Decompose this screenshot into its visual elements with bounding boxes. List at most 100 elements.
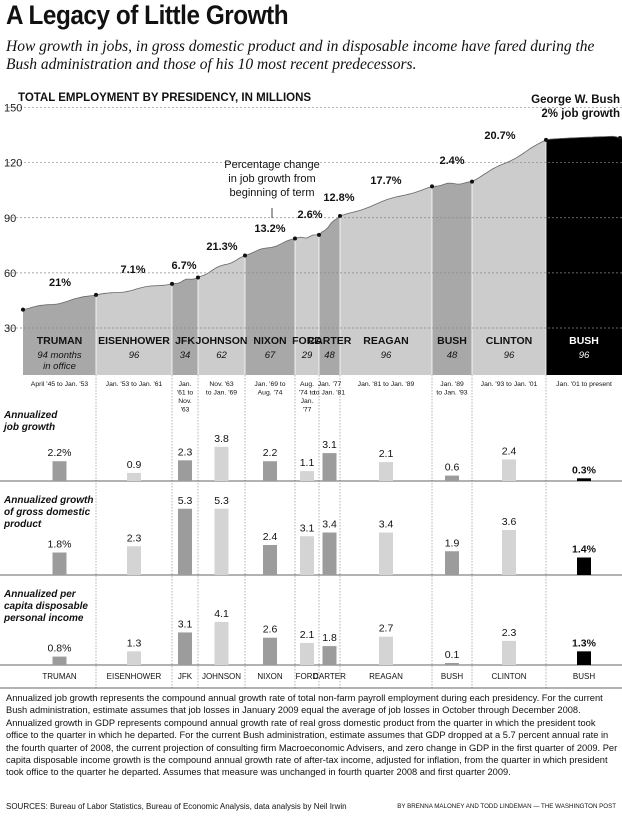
- president-name: JFK: [175, 335, 195, 347]
- term-dates: '74 to: [299, 390, 316, 397]
- term-start-dot: [317, 232, 321, 237]
- callout-name: George W. Bush: [531, 94, 620, 106]
- bar-value-label: 1.8%: [48, 539, 72, 551]
- bar: [214, 508, 229, 575]
- bar-value-label: 3.1: [322, 439, 337, 451]
- sources-line: SOURCES: Bureau of Labor Statistics, Bur…: [6, 802, 347, 811]
- bar-value-label: 1.4%: [572, 544, 597, 556]
- y-tick-label: 30: [4, 323, 16, 335]
- bar: [379, 532, 393, 575]
- bar: [577, 478, 591, 481]
- bar: [502, 459, 516, 481]
- bar: [300, 471, 314, 481]
- subhead: How growth in jobs, in gross domestic pr…: [6, 38, 595, 73]
- pct-label: 6.7%: [171, 260, 196, 272]
- annotation-line: beginning of term: [230, 187, 315, 199]
- bar-value-label: 0.3%: [572, 464, 597, 476]
- term-dates: Jan.: [301, 398, 314, 405]
- bar: [577, 557, 591, 575]
- term-dates: Jan. '81 to Jan. '89: [358, 381, 415, 388]
- bar: [263, 637, 277, 665]
- term-dates: Nov.: [178, 398, 192, 405]
- bar-value-label: 5.3: [178, 495, 193, 507]
- term-dates: Aug.: [300, 381, 314, 388]
- bar: [127, 651, 141, 665]
- employment-line: [22, 135, 622, 310]
- bar-value-label: 3.1: [178, 618, 193, 630]
- bar-value-label: 2.2%: [48, 447, 72, 459]
- president-months: 34: [180, 350, 191, 361]
- bar-value-label: 1.8: [322, 632, 337, 644]
- bar-value-label: 3.4: [322, 519, 337, 531]
- bar: [379, 636, 393, 665]
- bar: [214, 446, 229, 481]
- president-months: 94 months: [37, 350, 82, 361]
- president-months: 96: [504, 350, 515, 361]
- category-label: TRUMAN: [42, 672, 76, 681]
- panel-title: Annualized per: [3, 589, 77, 600]
- president-name: TRUMAN: [37, 335, 83, 347]
- president-months: 48: [447, 350, 458, 361]
- panel-title: product: [3, 519, 42, 530]
- bar-value-label: 1.1: [300, 457, 315, 469]
- y-tick-label: 60: [4, 268, 16, 280]
- bar-value-label: 3.4: [379, 519, 394, 531]
- panel-title: personal income: [3, 613, 84, 624]
- bar-value-label: 3.8: [214, 433, 229, 445]
- bar-value-label: 2.7: [379, 623, 394, 635]
- term-dates: '63: [181, 407, 190, 414]
- bar: [300, 642, 314, 665]
- bar: [263, 461, 277, 481]
- chart-title: TOTAL EMPLOYMENT BY PRESIDENCY, IN MILLI…: [18, 92, 311, 104]
- category-label: JFK: [178, 672, 193, 681]
- category-label: FORD: [296, 672, 319, 681]
- category-label: BUSH: [441, 672, 463, 681]
- bar: [502, 640, 516, 665]
- term-start-dot: [243, 253, 247, 258]
- term-dates: April '45 to Jan. '53: [31, 381, 89, 388]
- bar: [127, 546, 141, 575]
- president-months: 96: [129, 350, 140, 361]
- president-name: CLINTON: [486, 335, 532, 347]
- president-name: REAGAN: [363, 335, 409, 347]
- bar-value-label: 3.1: [300, 522, 315, 534]
- bar: [379, 462, 393, 481]
- term-dates: Jan. '89: [440, 381, 464, 388]
- term-dates: Jan.: [179, 381, 192, 388]
- bar: [322, 646, 337, 665]
- bar: [502, 530, 516, 575]
- category-label: JOHNSON: [202, 672, 241, 681]
- term-area-eisenhower: [96, 283, 172, 375]
- panel-title: capita disposable: [4, 601, 88, 612]
- pct-label: 17.7%: [370, 175, 401, 187]
- president-name: BUSH: [437, 335, 467, 347]
- annotation-line: Percentage change: [224, 159, 319, 171]
- pct-label: 7.1%: [120, 264, 145, 276]
- term-area-johnson: [198, 255, 245, 375]
- president-months: 29: [301, 350, 313, 361]
- bar: [445, 663, 459, 665]
- bar: [52, 656, 67, 665]
- president-months: 62: [216, 350, 227, 361]
- category-label: CARTER: [313, 672, 346, 681]
- bar: [445, 475, 459, 481]
- panel-title: of gross domestic: [4, 507, 91, 518]
- category-label: REAGAN: [369, 672, 403, 681]
- bar: [263, 545, 277, 575]
- pct-label: 21.3%: [206, 241, 237, 253]
- term-start-dot: [618, 135, 622, 140]
- term-dates: Nov. '63: [209, 381, 233, 388]
- pct-label: 20.7%: [484, 130, 515, 142]
- y-tick-label: 90: [4, 213, 16, 225]
- bar-value-label: 2.3: [178, 446, 193, 458]
- term-dates: Jan. '01 to present: [556, 381, 612, 388]
- bar-value-label: 0.6: [445, 462, 460, 474]
- annotation-line: in job growth from: [228, 173, 315, 185]
- president-months: 96: [381, 350, 392, 361]
- bar: [127, 472, 141, 481]
- bar-value-label: 1.3%: [572, 637, 597, 649]
- bar: [300, 536, 314, 575]
- panel-title: Annualized: [3, 410, 58, 421]
- y-tick-label: 150: [4, 103, 22, 115]
